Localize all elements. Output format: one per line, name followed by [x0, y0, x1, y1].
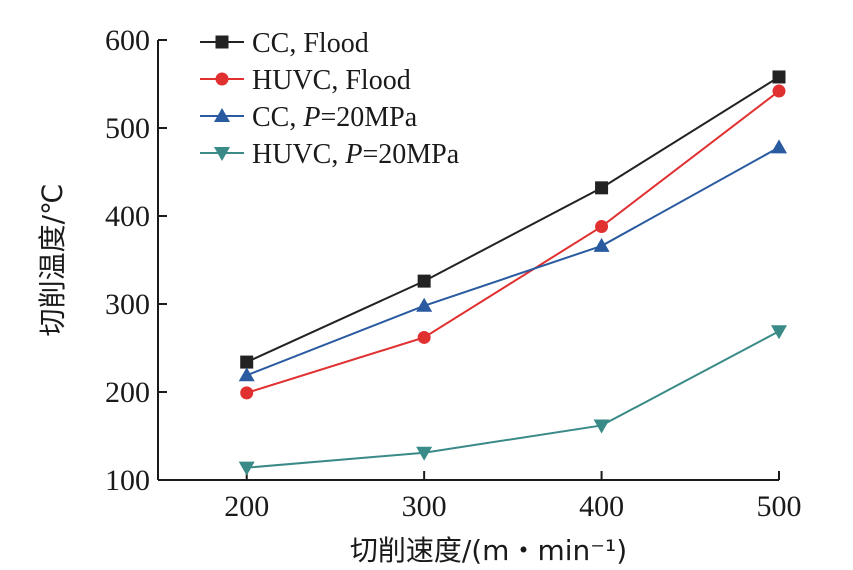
y-tick-label: 500	[105, 112, 150, 145]
data-point	[593, 419, 610, 434]
y-tick-label: 100	[105, 464, 150, 497]
series-2	[238, 139, 787, 382]
data-point	[595, 181, 609, 195]
legend-label: CC, Flood	[252, 28, 369, 59]
series-layer	[238, 70, 787, 476]
series-3	[238, 325, 787, 476]
series-line	[246, 330, 780, 469]
data-point	[240, 386, 254, 400]
x-tick-label: 300	[402, 490, 447, 523]
legend-marker	[215, 35, 229, 49]
data-point	[238, 461, 255, 476]
series-line	[246, 90, 780, 394]
data-point	[238, 367, 255, 382]
data-point	[771, 325, 787, 340]
series-line	[246, 146, 780, 377]
y-tick-label: 300	[105, 288, 150, 321]
y-tick-label: 400	[105, 200, 150, 233]
series-1	[240, 84, 786, 400]
series-0	[240, 70, 786, 369]
y-axis-title: 切削温度/℃	[36, 184, 69, 337]
legend-item: CC, Flood	[200, 28, 369, 59]
x-tick-label: 400	[579, 490, 624, 523]
data-point	[771, 139, 787, 154]
legend-marker	[214, 147, 230, 161]
data-point	[416, 446, 433, 461]
data-point	[772, 84, 786, 98]
data-point	[417, 274, 431, 288]
data-point	[772, 70, 786, 84]
legend-label: CC, P=20MPa	[252, 102, 418, 133]
legend-label: HUVC, Flood	[252, 65, 411, 96]
series-line	[246, 76, 780, 363]
x-tick-label: 500	[757, 490, 802, 523]
legend-item: HUVC, P=20MPa	[200, 139, 460, 170]
legend-label: HUVC, P=20MPa	[252, 139, 460, 170]
y-tick-label: 600	[105, 24, 150, 57]
data-point	[416, 297, 433, 312]
legend-marker	[215, 72, 229, 86]
legend-marker	[214, 108, 230, 122]
data-point	[240, 355, 254, 369]
data-point	[595, 220, 609, 234]
data-point	[417, 330, 431, 344]
data-point	[593, 237, 610, 252]
axes: 100 200 300 400 500 600 200 300 400 500	[105, 24, 802, 523]
legend-item: CC, P=20MPa	[200, 102, 418, 133]
y-tick-label: 200	[105, 376, 150, 409]
x-axis-title: 切削速度/(m・min⁻¹)	[350, 534, 627, 567]
legend: CC, Flood HUVC, Flood CC, P=20MPa HUVC, P=2…	[200, 28, 460, 170]
legend-item: HUVC, Flood	[200, 65, 411, 96]
x-tick-label: 200	[224, 490, 269, 523]
